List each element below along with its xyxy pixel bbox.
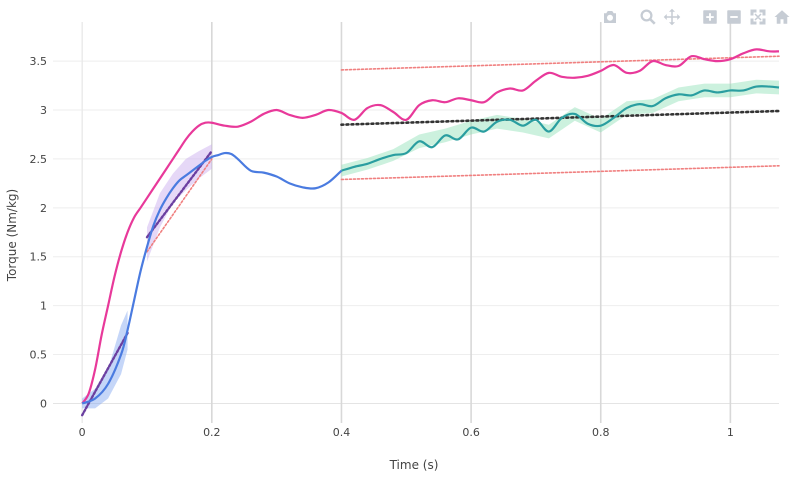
y-tick-label: 1.5 bbox=[30, 251, 48, 264]
pan-icon bbox=[663, 8, 681, 26]
camera-button[interactable] bbox=[599, 6, 621, 28]
zoom-in-button[interactable] bbox=[699, 6, 721, 28]
y-tick-label: 2 bbox=[40, 202, 47, 215]
zoom-icon bbox=[640, 9, 656, 25]
y-tick-label: 0 bbox=[40, 397, 47, 410]
red-dotted-upper bbox=[340, 55, 780, 71]
pink-line bbox=[81, 48, 780, 405]
y-tick-label: 1 bbox=[40, 300, 47, 313]
zoom-out-button[interactable] bbox=[723, 6, 745, 28]
camera-icon bbox=[604, 11, 616, 23]
home-icon bbox=[774, 10, 790, 24]
y-axis-ticks: 0 0.5 1 1.5 2 2.5 3 3.5 bbox=[30, 55, 48, 410]
y-tick-label: 0.5 bbox=[30, 349, 48, 362]
autoscale-icon bbox=[750, 9, 766, 25]
y-tick-label: 3.5 bbox=[30, 55, 48, 68]
zoom-in-icon bbox=[703, 10, 717, 24]
y-axis-title: Torque (Nm/kg) bbox=[5, 189, 19, 282]
x-tick-label: 0.8 bbox=[592, 426, 610, 439]
x-tick-label: 0.6 bbox=[462, 426, 480, 439]
x-tick-label: 0.4 bbox=[333, 426, 351, 439]
x-axis-ticks: 0 0.2 0.4 0.6 0.8 1 bbox=[79, 426, 734, 439]
y-tick-label: 3 bbox=[40, 104, 47, 117]
x-axis-title: Time (s) bbox=[389, 458, 439, 472]
autoscale-button[interactable] bbox=[747, 6, 769, 28]
green-band bbox=[341, 79, 779, 177]
red-dotted-lower bbox=[340, 164, 780, 181]
x-tick-label: 0.2 bbox=[203, 426, 221, 439]
zoom-button[interactable] bbox=[637, 6, 659, 28]
blue-line bbox=[81, 151, 343, 405]
reset-axes-button[interactable] bbox=[771, 6, 793, 28]
pan-button[interactable] bbox=[661, 6, 683, 28]
y-tick-label: 2.5 bbox=[30, 153, 48, 166]
x-tick-label: 0 bbox=[79, 426, 86, 439]
teal-line bbox=[341, 85, 780, 172]
modebar bbox=[599, 6, 793, 28]
purple-band bbox=[146, 144, 212, 262]
series-lines[interactable] bbox=[81, 48, 780, 405]
confidence-bands bbox=[82, 79, 779, 409]
x-tick-label: 1 bbox=[727, 426, 734, 439]
zoom-out-icon bbox=[727, 10, 741, 24]
red-dotted-mid bbox=[146, 158, 213, 253]
